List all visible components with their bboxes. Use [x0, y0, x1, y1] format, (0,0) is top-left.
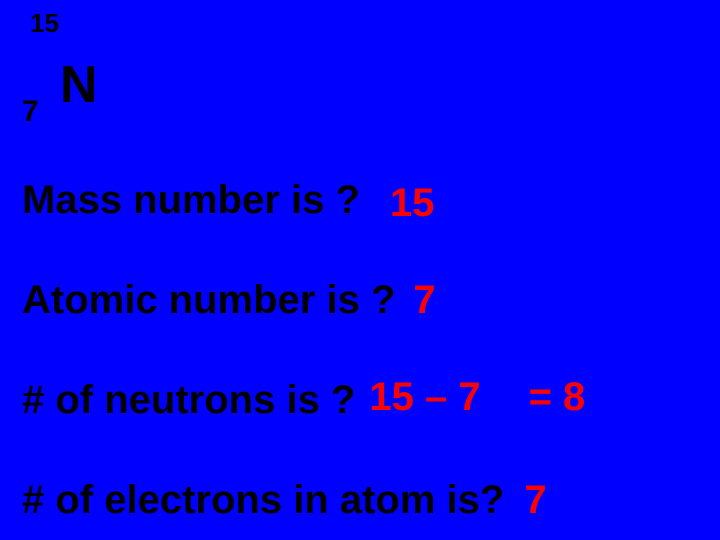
qa-line: # of neutrons is ? 15 – 7 = 8: [22, 378, 585, 423]
qa-line: Atomic number is ? 7: [22, 278, 436, 323]
question-text: # of electrons in atom is?: [22, 478, 504, 522]
answer-extra: = 8: [529, 375, 586, 419]
answer-text: 15 – 7: [369, 375, 480, 419]
isotope-atomic-number: 7: [22, 95, 39, 129]
element-symbol: N: [60, 55, 98, 115]
question-text: Atomic number is ?: [22, 278, 395, 322]
question-text: Mass number is ?: [22, 178, 360, 222]
answer-text: 7: [524, 478, 546, 522]
qa-line: Mass number is ? 15: [22, 178, 434, 223]
question-text: # of neutrons is ?: [22, 378, 355, 422]
answer-text: 7: [413, 278, 435, 322]
isotope-mass-number: 15: [30, 8, 59, 39]
slide: 15 7 N Mass number is ? 15 Atomic number i…: [0, 0, 720, 540]
qa-line: # of electrons in atom is? 7: [22, 478, 547, 523]
answer-text: 15: [390, 181, 435, 225]
